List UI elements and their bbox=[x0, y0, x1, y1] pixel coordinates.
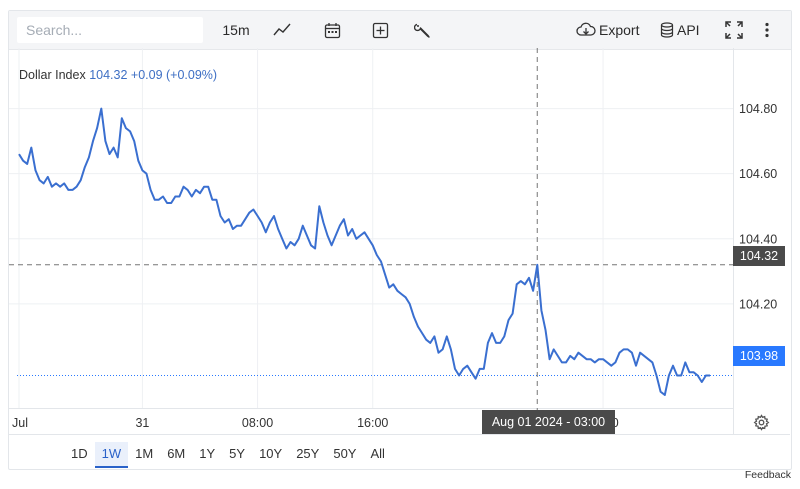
range-1w[interactable]: 1W bbox=[94, 442, 129, 468]
wrench-icon bbox=[413, 23, 430, 38]
chart-type-button[interactable] bbox=[269, 17, 295, 43]
interval-label: 15m bbox=[222, 22, 250, 38]
plus-box-icon bbox=[372, 22, 388, 38]
range-1y[interactable]: 1Y bbox=[199, 446, 216, 461]
interval-selector[interactable]: 15m bbox=[221, 17, 251, 43]
legend-price: 104.32 bbox=[89, 68, 128, 82]
range-1d[interactable]: 1D bbox=[71, 446, 88, 461]
chart-legend: Dollar Index 104.32 +0.09 (+0.09%) bbox=[19, 68, 217, 82]
date-range-button[interactable] bbox=[319, 17, 345, 43]
range-25y[interactable]: 25Y bbox=[296, 446, 320, 461]
range-6m[interactable]: 6M bbox=[167, 446, 186, 461]
x-tick-label: Jul bbox=[12, 416, 28, 430]
more-options-button[interactable] bbox=[759, 17, 775, 43]
symbol-name: Dollar Index bbox=[19, 68, 86, 82]
price-series-line bbox=[18, 107, 710, 396]
add-indicator-button[interactable] bbox=[367, 17, 393, 43]
api-label: API bbox=[677, 22, 700, 38]
range-selector: 1D 1W 1M 6M 1Y 5Y 10Y 25Y 50Y All bbox=[64, 442, 392, 468]
range-50y[interactable]: 50Y bbox=[333, 446, 357, 461]
legend-change: +0.09 (+0.09%) bbox=[130, 68, 218, 82]
calendar-icon bbox=[324, 22, 340, 38]
fullscreen-button[interactable] bbox=[722, 17, 746, 43]
expand-icon bbox=[725, 21, 743, 39]
range-5y[interactable]: 5Y bbox=[229, 446, 246, 461]
tools-button[interactable] bbox=[409, 17, 435, 43]
database-icon bbox=[660, 22, 674, 38]
y-tick-label: 104.80 bbox=[739, 102, 777, 116]
range-1m[interactable]: 1M bbox=[135, 446, 154, 461]
toolbar: 15m Export API bbox=[9, 11, 791, 50]
crosshair-price-label: 104.32 bbox=[733, 246, 785, 266]
line-chart-icon bbox=[273, 23, 291, 36]
kebab-menu-icon bbox=[765, 22, 769, 38]
search-input[interactable] bbox=[17, 17, 203, 43]
crosshair-time-label: Aug 01 2024 - 03:00 bbox=[482, 410, 615, 434]
x-tick-label: 31 bbox=[135, 416, 149, 430]
y-tick-label: 104.40 bbox=[739, 232, 777, 246]
y-tick-label: 104.60 bbox=[739, 167, 777, 181]
export-button[interactable]: Export bbox=[576, 17, 644, 43]
range-10y[interactable]: 10Y bbox=[259, 446, 283, 461]
export-label: Export bbox=[599, 22, 640, 38]
api-button[interactable]: API bbox=[660, 17, 706, 43]
range-all[interactable]: All bbox=[370, 446, 385, 461]
y-tick-label: 104.20 bbox=[739, 297, 777, 311]
cloud-download-icon bbox=[576, 22, 596, 36]
last-price-label: 103.98 bbox=[733, 346, 785, 366]
chart-widget: 15m Export API bbox=[8, 10, 792, 470]
settings-gear-icon[interactable] bbox=[753, 414, 770, 431]
feedback-link[interactable]: Feedback bbox=[744, 469, 791, 481]
x-tick-label: 08:00 bbox=[242, 416, 273, 430]
x-tick-label: 16:00 bbox=[357, 416, 388, 430]
